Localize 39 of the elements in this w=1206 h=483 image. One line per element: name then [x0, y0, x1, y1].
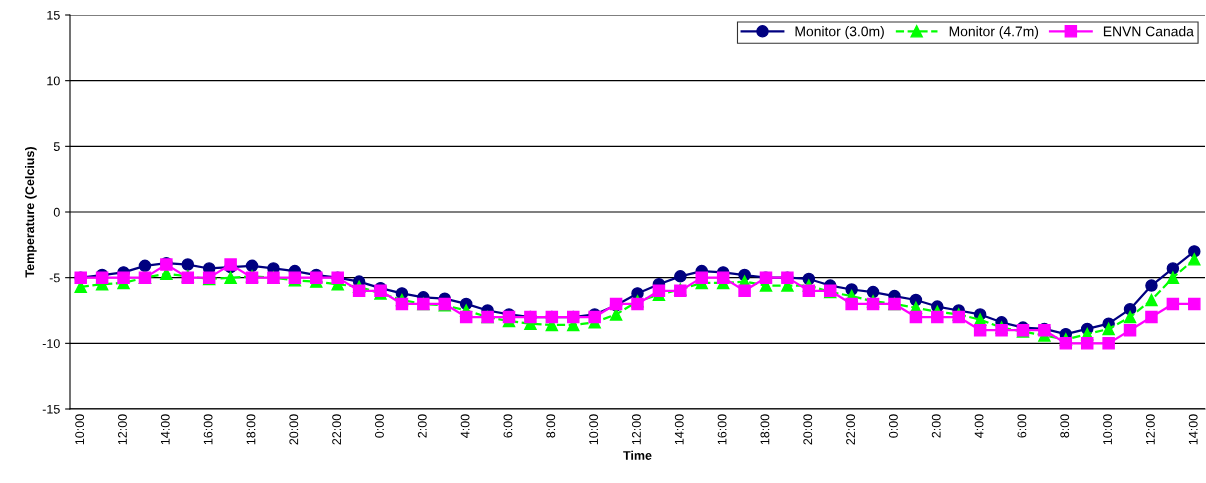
x-axis-title: Time — [623, 450, 652, 460]
y-tick-label: 15 — [47, 10, 60, 20]
x-tick-label: 6:00 — [503, 414, 513, 438]
x-tick-label: 2:00 — [417, 414, 427, 438]
x-tick-label: 8:00 — [1060, 414, 1070, 438]
y-tick-label: -15 — [42, 404, 60, 414]
y-axis-title: Temperature (Celcius) — [25, 147, 37, 278]
x-tick-label: 10:00 — [589, 414, 599, 445]
x-tick-label: 18:00 — [760, 414, 770, 445]
y-tick-label: -5 — [49, 273, 60, 283]
y-tick-label: -10 — [42, 339, 60, 348]
x-tick-label: 22:00 — [846, 414, 856, 445]
legend-label: Monitor (3.0m) — [795, 26, 884, 40]
x-tick-label: 10:00 — [1103, 414, 1112, 445]
x-tick-label: 22:00 — [332, 414, 342, 445]
legend-label: Monitor (4.7m) — [949, 26, 1039, 40]
x-tick-label: 16:00 — [203, 414, 213, 445]
y-tick-label: 5 — [53, 142, 60, 151]
x-tick-label: 12:00 — [118, 414, 127, 445]
y-tick-label: 0 — [53, 207, 60, 217]
x-tick-label: 4:00 — [974, 414, 984, 438]
x-tick-label: 0:00 — [888, 414, 898, 438]
x-tick-label: 14:00 — [674, 414, 684, 445]
x-tick-label: 16:00 — [717, 414, 727, 445]
y-tick-label: 10 — [47, 76, 60, 86]
x-tick-label: 20:00 — [289, 414, 299, 445]
x-tick-label: 20:00 — [803, 414, 813, 445]
x-tick-label: 14:00 — [160, 414, 170, 445]
legend-label: ENVN Canada — [1103, 26, 1194, 37]
x-tick-label: 12:00 — [632, 414, 641, 445]
x-tick-label: 4:00 — [460, 414, 470, 438]
x-tick-label: 8:00 — [546, 414, 556, 438]
x-tick-label: 0:00 — [375, 414, 384, 438]
x-tick-label: 10:00 — [75, 414, 85, 445]
x-tick-label: 12:00 — [1145, 414, 1155, 445]
x-tick-label: 2:00 — [931, 414, 941, 438]
x-tick-label: 14:00 — [1188, 414, 1198, 445]
x-tick-label: 6:00 — [1017, 414, 1027, 438]
x-tick-label: 18:00 — [246, 414, 256, 445]
